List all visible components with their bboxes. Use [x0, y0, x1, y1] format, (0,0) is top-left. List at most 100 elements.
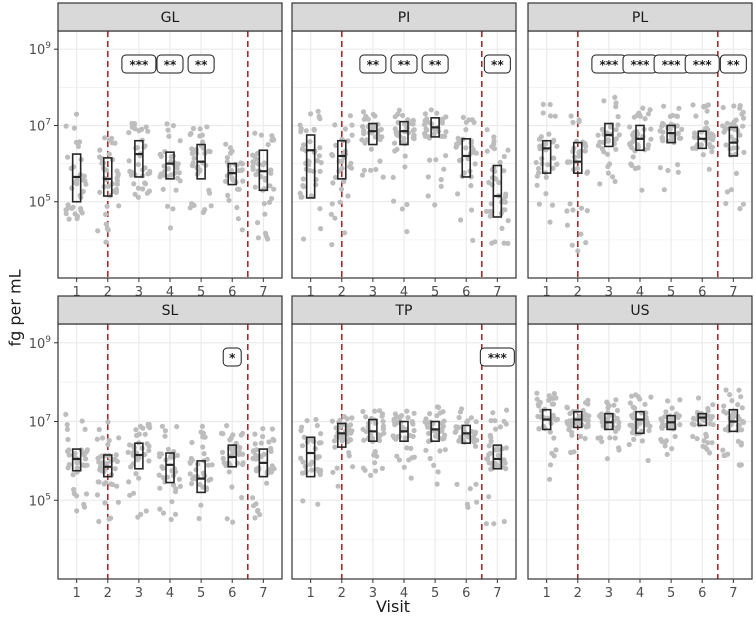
significance-label: ** — [367, 58, 380, 72]
data-point — [269, 195, 275, 202]
data-point — [733, 117, 739, 123]
facet-strip-label: US — [630, 303, 649, 319]
data-point — [410, 433, 416, 439]
data-point — [670, 112, 676, 118]
data-point — [665, 398, 671, 404]
significance-label: * — [229, 351, 236, 365]
data-point — [73, 139, 79, 145]
data-point — [372, 468, 379, 474]
data-point — [345, 138, 351, 144]
data-point — [740, 418, 746, 425]
data-point — [721, 129, 727, 135]
data-point — [114, 483, 120, 489]
significance-label: ** — [398, 58, 411, 72]
data-point — [583, 240, 589, 246]
data-point — [113, 186, 120, 193]
data-point — [727, 392, 733, 398]
data-point — [108, 481, 114, 487]
data-point — [491, 146, 497, 152]
data-point — [723, 142, 729, 148]
data-point — [160, 510, 167, 516]
data-point — [690, 102, 696, 108]
significance-box — [684, 54, 720, 74]
data-point — [454, 481, 460, 487]
data-point — [664, 451, 670, 457]
data-point — [427, 157, 433, 163]
data-point — [239, 161, 246, 167]
data-point — [690, 433, 696, 440]
data-point — [635, 165, 641, 171]
data-point — [689, 421, 695, 427]
data-point — [705, 408, 711, 414]
significance-label: ** — [164, 58, 177, 72]
data-point — [724, 189, 731, 195]
data-point — [404, 201, 410, 208]
significance-box — [222, 347, 242, 367]
data-point — [136, 431, 142, 437]
data-point — [176, 476, 182, 482]
data-point — [440, 423, 446, 429]
data-point — [614, 415, 620, 421]
x-axis-title: Visit — [376, 597, 410, 616]
x-tick-label: 6 — [698, 586, 706, 601]
data-point — [408, 475, 414, 481]
data-point — [334, 465, 340, 471]
data-point — [432, 202, 438, 208]
x-tick-label: 4 — [636, 586, 644, 601]
data-point — [135, 514, 141, 520]
y-tick-label: 105 — [29, 492, 51, 509]
data-point — [255, 161, 261, 167]
data-point — [133, 145, 139, 151]
data-point — [632, 424, 638, 430]
data-point — [739, 405, 745, 411]
data-point — [363, 414, 369, 420]
data-point — [597, 181, 603, 187]
data-point — [550, 165, 556, 171]
data-point — [493, 426, 499, 432]
data-point — [140, 186, 146, 192]
data-point — [738, 394, 744, 400]
data-point — [629, 393, 635, 399]
facet-strip-label: PL — [632, 10, 648, 26]
data-point — [126, 158, 132, 164]
data-point — [741, 149, 747, 155]
data-point — [473, 481, 479, 487]
data-point — [504, 407, 510, 413]
facet-strip — [291, 2, 517, 32]
data-point — [731, 137, 737, 143]
data-point — [250, 495, 256, 501]
data-point — [433, 157, 439, 163]
data-point — [317, 116, 323, 122]
data-point — [470, 146, 476, 153]
data-point — [71, 486, 77, 493]
data-point — [570, 119, 576, 125]
data-point — [629, 430, 636, 436]
data-point — [239, 227, 245, 233]
data-point — [492, 418, 498, 424]
data-point — [637, 396, 643, 402]
data-point — [105, 227, 111, 233]
data-point — [601, 149, 607, 155]
data-point — [632, 405, 638, 411]
data-point — [639, 187, 645, 193]
data-point — [196, 515, 202, 522]
data-point — [392, 411, 398, 417]
data-point — [402, 435, 408, 441]
data-point — [303, 128, 309, 134]
data-point — [269, 133, 275, 139]
data-point — [228, 435, 234, 441]
data-point — [410, 127, 416, 134]
data-point — [235, 216, 241, 222]
data-point — [456, 414, 462, 421]
data-point — [629, 162, 635, 168]
data-point — [738, 462, 745, 468]
data-point — [741, 115, 747, 121]
data-point — [486, 494, 492, 500]
data-point — [677, 422, 683, 428]
data-point — [675, 169, 681, 175]
data-point — [377, 136, 383, 143]
data-point — [551, 453, 557, 459]
data-point — [463, 127, 469, 133]
data-point — [342, 126, 348, 132]
